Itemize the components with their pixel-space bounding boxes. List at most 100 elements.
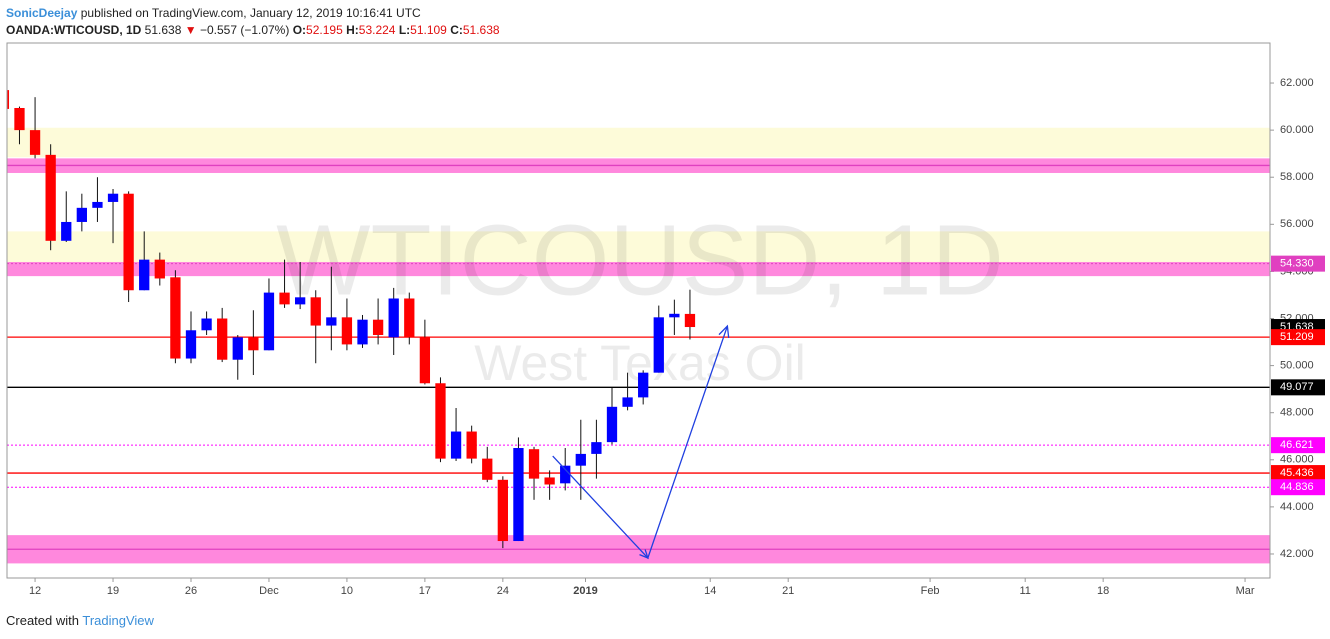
candle-body xyxy=(388,298,399,338)
x-tick-label: Mar xyxy=(1236,585,1255,597)
candle-body xyxy=(482,458,493,480)
x-tick-label: Feb xyxy=(921,585,940,597)
candle-body xyxy=(61,221,72,241)
candle-body xyxy=(76,207,87,222)
x-tick-label: 2019 xyxy=(573,585,597,597)
footer-text: Created with xyxy=(6,613,79,628)
footer-brand[interactable]: TradingView xyxy=(82,613,154,628)
h-label: H: xyxy=(346,23,359,37)
y-tick-label: 46.000 xyxy=(1280,454,1314,466)
candle-body xyxy=(560,465,571,484)
x-tick-label: 11 xyxy=(1019,585,1030,597)
watermark: WTICOUSD, 1D xyxy=(276,204,1004,316)
candle-body xyxy=(29,130,41,155)
c: 51.638 xyxy=(462,23,500,37)
candle-body xyxy=(497,479,508,542)
candle-body xyxy=(170,277,181,359)
level-label: 44.836 xyxy=(1280,481,1314,493)
l-label: L: xyxy=(398,23,411,37)
candle-body xyxy=(185,330,197,359)
x-tick-label: 21 xyxy=(782,585,794,597)
y-tick-label: 50.000 xyxy=(1280,360,1314,372)
candle-body xyxy=(248,337,259,351)
candle-body xyxy=(107,193,119,202)
candle-body xyxy=(326,317,337,326)
l: 51.109 xyxy=(410,23,447,37)
candle-body xyxy=(294,297,306,305)
y-tick-label: 58.000 xyxy=(1280,171,1314,183)
candle-body xyxy=(139,259,150,291)
header-line-2: OANDA:WTICOUSD, 1D 51.638 ▼ −0.557 (−1.0… xyxy=(6,22,500,39)
level-label: 46.621 xyxy=(1280,439,1314,451)
level-label: 45.436 xyxy=(1280,467,1314,479)
candle-body xyxy=(263,292,275,351)
level-label-box xyxy=(1271,329,1325,346)
candle-body xyxy=(419,337,431,384)
candle-body xyxy=(357,319,368,345)
y-tick-label: 56.000 xyxy=(1280,218,1314,230)
candle-body xyxy=(123,193,134,291)
level-label-box xyxy=(1271,379,1325,396)
candle-body xyxy=(341,317,353,345)
plot-border xyxy=(6,42,1271,579)
level-label-box xyxy=(1271,479,1325,496)
last: 51.638 xyxy=(144,23,182,37)
header-line-1: SonicDeejay published on TradingView.com… xyxy=(6,5,500,22)
y-tick-label: 44.000 xyxy=(1280,501,1314,513)
candle-body xyxy=(606,406,618,443)
author[interactable]: SonicDeejay xyxy=(6,6,78,20)
candle-body xyxy=(201,318,212,331)
candle-body xyxy=(404,298,415,338)
x-tick-label: 14 xyxy=(704,585,716,597)
level-label: 49.077 xyxy=(1280,381,1314,393)
y-tick-label: 42.000 xyxy=(1280,548,1314,560)
arrow-head xyxy=(718,324,730,339)
candle-body xyxy=(279,292,290,305)
arrow: ▼ xyxy=(184,23,197,37)
candle-body xyxy=(544,477,555,485)
symbol: OANDA:WTICOUSD, 1D xyxy=(6,23,142,37)
level-label: 51.209 xyxy=(1280,331,1314,343)
candle-body xyxy=(7,90,10,109)
x-tick-label: 24 xyxy=(497,585,509,597)
candle-body xyxy=(653,317,664,373)
x-tick-label: 26 xyxy=(185,585,197,597)
level-label-box xyxy=(1271,437,1325,454)
candle-body xyxy=(684,313,696,328)
candle-body xyxy=(217,318,228,360)
axes: 42.00044.00046.00048.00050.00052.00054.0… xyxy=(29,77,1325,597)
candle-body xyxy=(450,431,462,459)
candle-body xyxy=(435,383,446,459)
o-label: O: xyxy=(292,23,307,37)
candle-body xyxy=(513,448,524,542)
candle-body xyxy=(310,297,321,326)
x-tick-label: Dec xyxy=(259,585,279,597)
arrow-head xyxy=(639,549,649,560)
x-tick-label: 12 xyxy=(29,585,41,597)
candle-body xyxy=(154,259,165,279)
candle-body xyxy=(669,313,680,318)
candle-body xyxy=(591,442,602,454)
candle-body xyxy=(14,107,25,131)
candle-body xyxy=(232,337,243,360)
candle-body xyxy=(638,372,649,398)
zone xyxy=(7,231,1270,262)
level-label: 54.330 xyxy=(1280,258,1314,270)
level-label-box xyxy=(1271,255,1325,272)
candle-body xyxy=(575,453,586,466)
x-tick-label: 19 xyxy=(107,585,119,597)
candle-body xyxy=(372,319,384,335)
c-label: C: xyxy=(450,23,463,37)
candle-body xyxy=(45,154,56,241)
zone xyxy=(7,127,1270,158)
header: SonicDeejay published on TradingView.com… xyxy=(6,5,500,39)
x-tick-label: 10 xyxy=(341,585,353,597)
published: published on TradingView.com, January 12… xyxy=(80,6,421,20)
y-tick-label: 48.000 xyxy=(1280,407,1314,419)
footer: Created with TradingView xyxy=(6,613,154,628)
y-tick-label: 62.000 xyxy=(1280,77,1314,89)
level-label-box xyxy=(1271,465,1325,482)
x-tick-label: 17 xyxy=(419,585,431,597)
